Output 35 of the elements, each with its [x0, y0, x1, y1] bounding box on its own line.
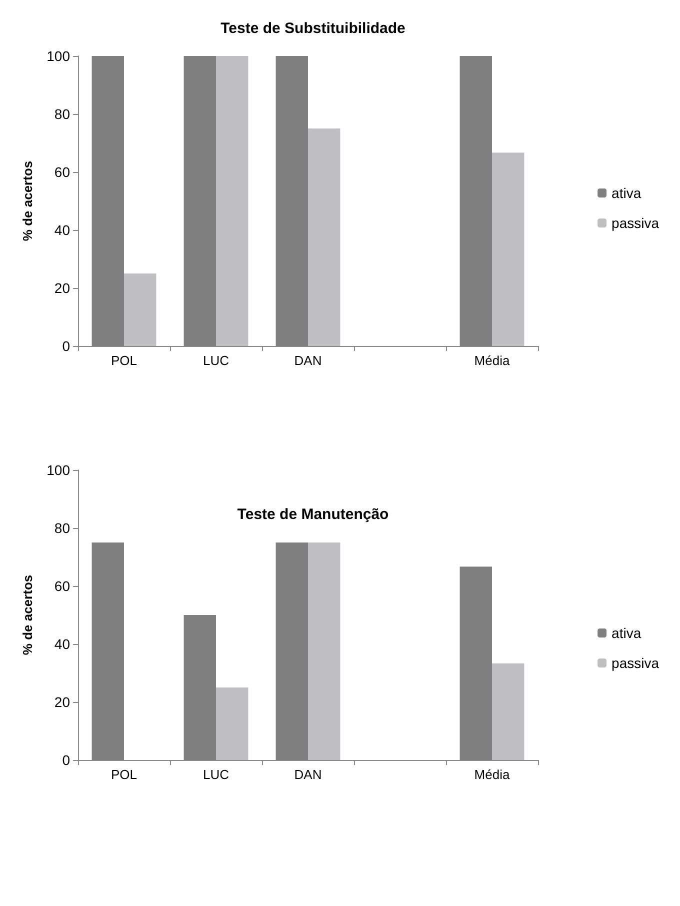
x-tick-label: POL	[110, 767, 138, 782]
legend-label: passiva	[612, 655, 660, 671]
bar	[492, 663, 524, 760]
x-tick-label: DAN	[294, 353, 322, 368]
legend-label: ativa	[612, 185, 642, 201]
y-tick-label: 60	[54, 164, 70, 180]
y-axis-title: % de acertos	[20, 160, 35, 242]
y-tick-label: 0	[62, 752, 70, 768]
y-tick-label: 80	[54, 106, 70, 122]
y-tick-label: 0	[62, 338, 70, 354]
x-tick-label: Média	[474, 353, 510, 368]
x-tick-label: Média	[474, 767, 510, 782]
y-tick-label: 80	[54, 520, 70, 536]
x-tick-label: DAN	[294, 767, 322, 782]
y-tick-label: 20	[54, 280, 70, 296]
text: Teste de Manutenção	[237, 506, 389, 523]
y-tick-label: 20	[54, 694, 70, 710]
y-tick-label: 60	[54, 578, 70, 594]
bar	[308, 542, 340, 760]
y-tick-label: 100	[46, 48, 70, 64]
y-tick-label: 40	[54, 636, 70, 652]
y-axis-title: % de acertos	[20, 574, 35, 656]
bar	[216, 56, 248, 346]
y-tick-label: 100	[46, 462, 70, 478]
bar	[492, 152, 524, 346]
bar	[216, 688, 248, 760]
bar	[308, 128, 340, 346]
legend-label: ativa	[612, 625, 642, 641]
x-tick-label: LUC	[202, 767, 230, 782]
bar	[124, 274, 156, 346]
x-tick-label: LUC	[202, 353, 230, 368]
y-tick-label: 40	[54, 222, 70, 238]
legend-label: passiva	[612, 215, 660, 231]
chart-title: Teste de Substituibilidade	[220, 20, 406, 37]
x-tick-label: POL	[110, 353, 138, 368]
